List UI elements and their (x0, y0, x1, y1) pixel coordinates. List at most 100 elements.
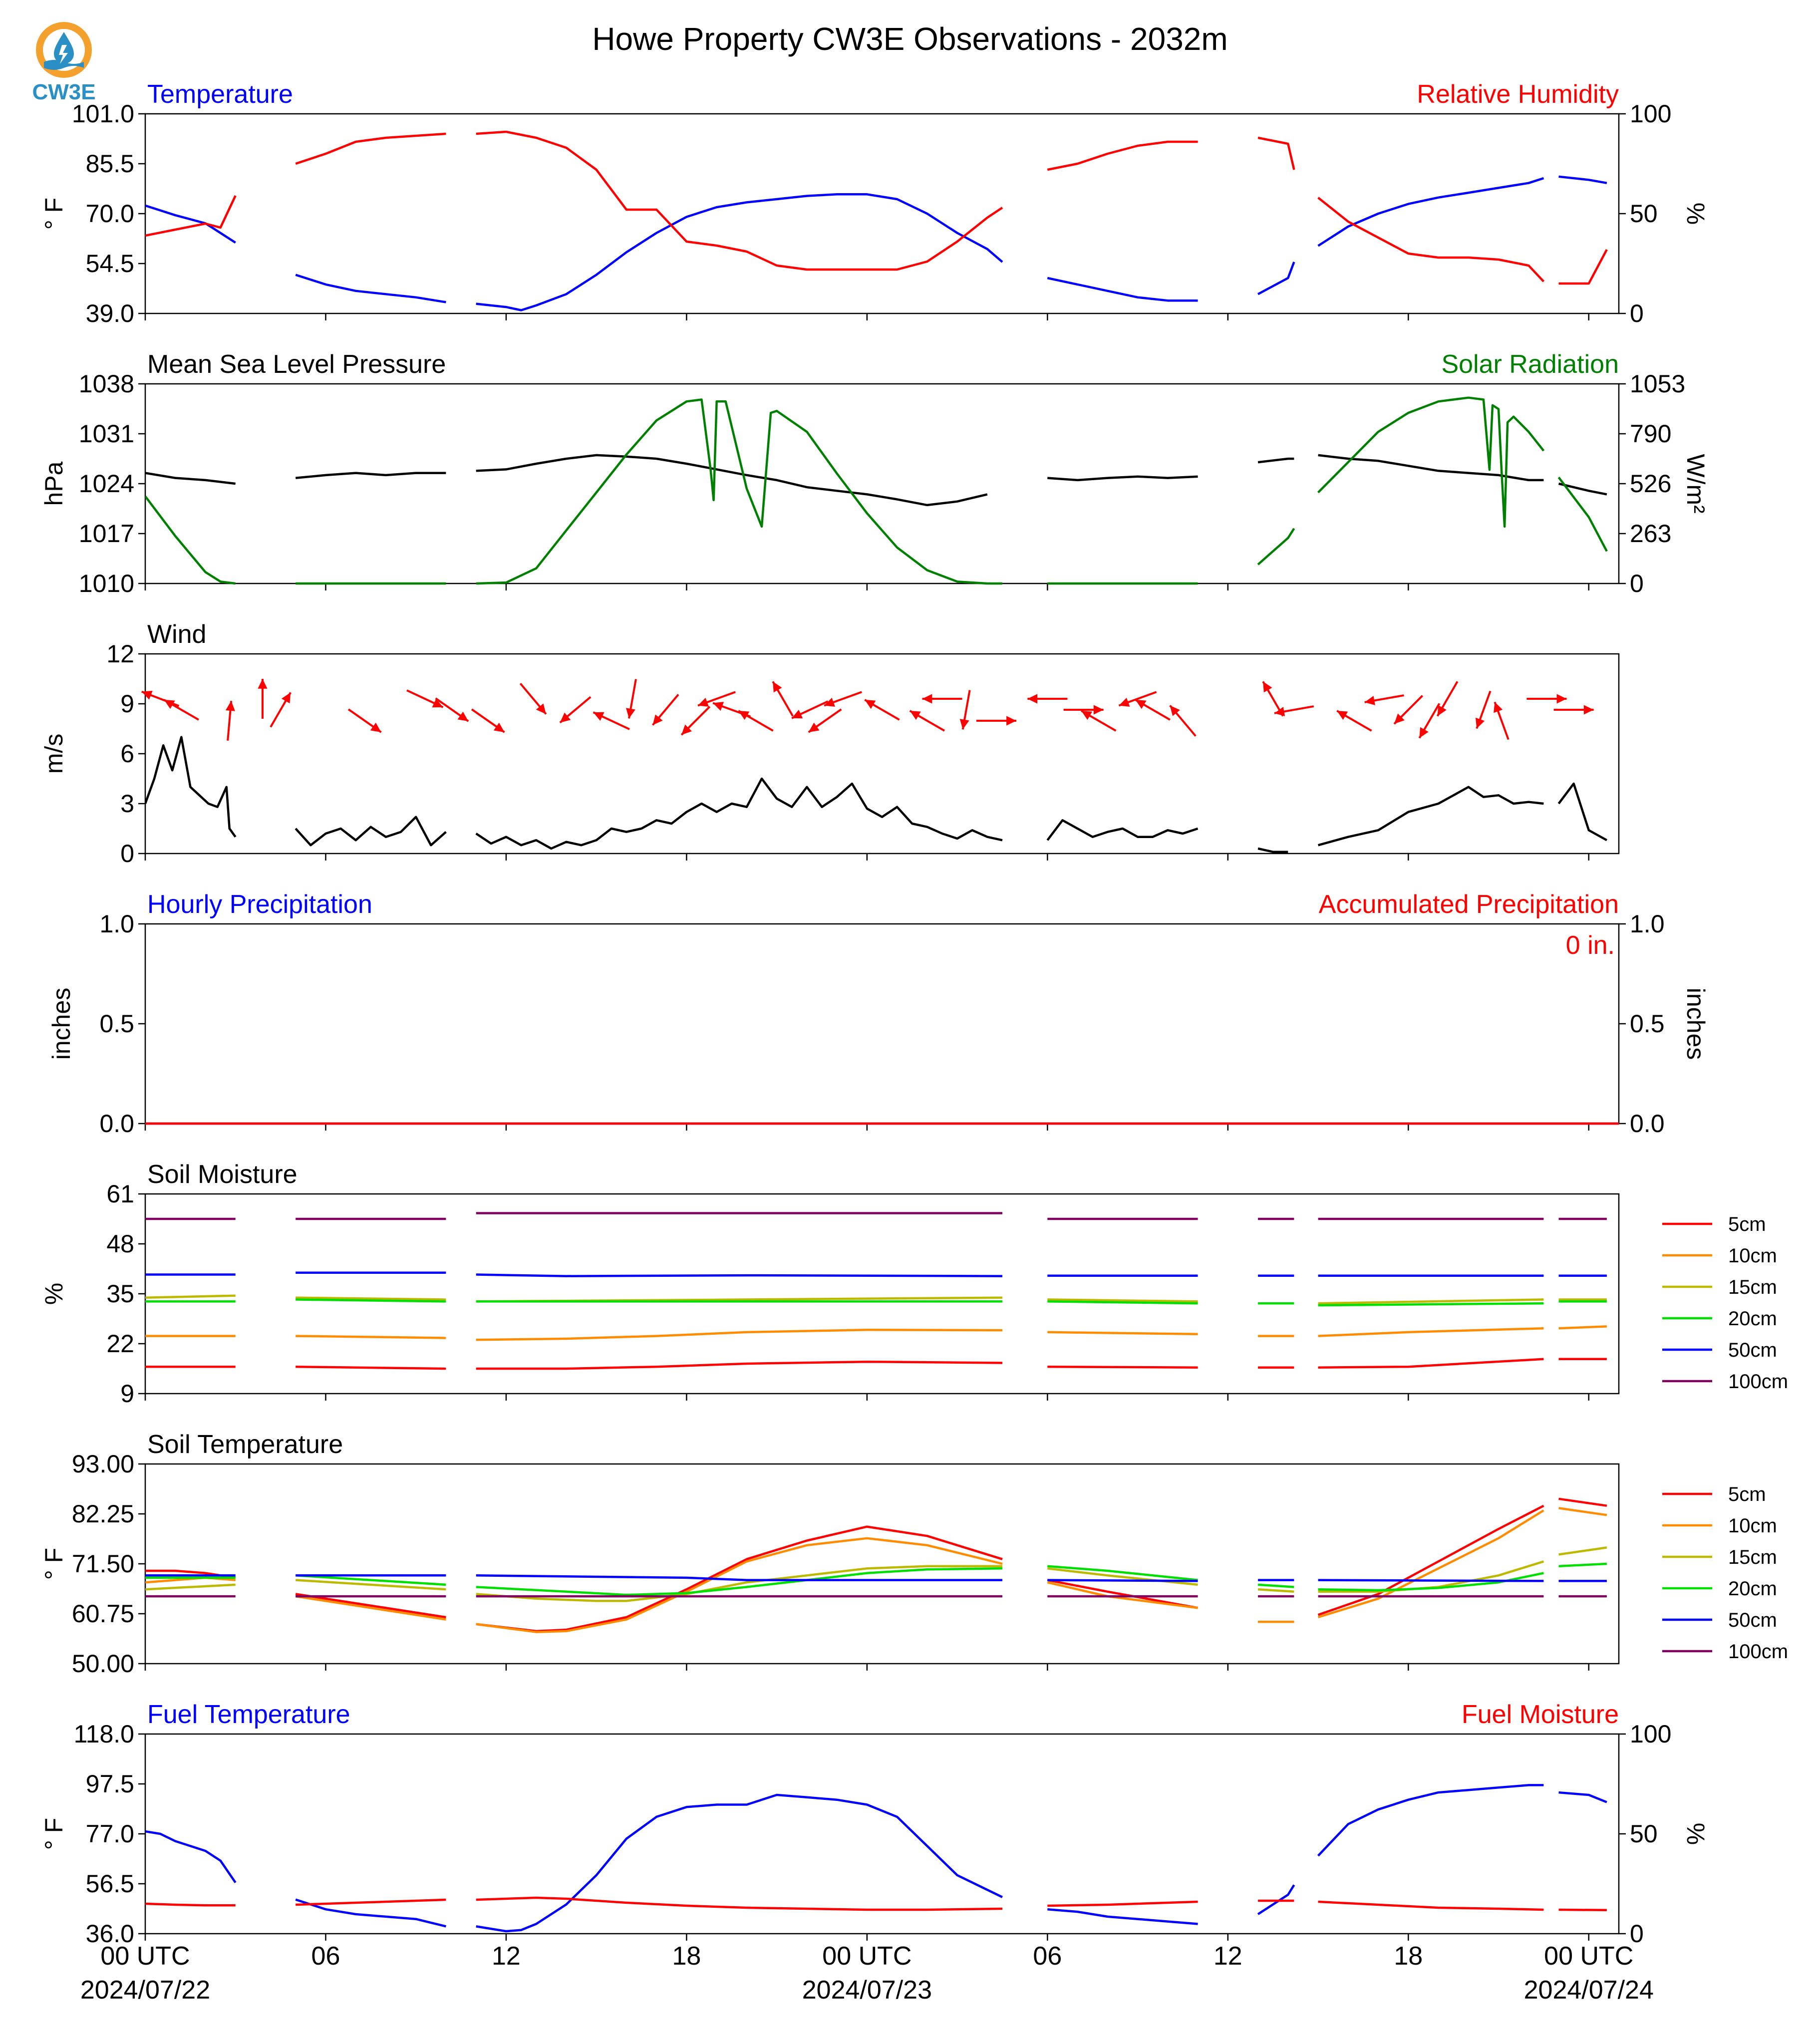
series-line-relative-humidity (295, 132, 446, 165)
series-line-solar-radiation (1557, 476, 1608, 552)
series-line-10cm (476, 1537, 1003, 1633)
series-line-20cm (1318, 1572, 1544, 1592)
y-tick-label-right: 100 (1630, 100, 1671, 128)
y-tick-label-left: 0.5 (99, 1010, 134, 1038)
series-line-20cm (1047, 1565, 1198, 1581)
wind-arrow-head (959, 719, 969, 730)
legend-item: 100cm (1662, 1641, 1788, 1663)
wind-arrow (864, 699, 900, 721)
series-line-50cm (1047, 1579, 1198, 1582)
series-line-15cm (1558, 1546, 1607, 1556)
wind-arrow (1553, 705, 1594, 715)
legend-label: 15cm (1728, 1276, 1777, 1298)
wind-arrow-head (1006, 716, 1016, 726)
y-tick-label-left: 1.0 (99, 910, 134, 938)
legend-item: 15cm (1662, 1276, 1777, 1298)
y-tick-label-left: 9 (120, 1380, 134, 1408)
legend-label: 5cm (1728, 1483, 1766, 1505)
series-line-20cm (1047, 1300, 1198, 1305)
y-tick-label-left: 77.0 (86, 1820, 134, 1848)
series-line-50cm (1318, 1579, 1544, 1582)
y-axis-label-left: ° F (40, 198, 68, 230)
wind-arrow (1436, 681, 1459, 717)
wind-arrow (1169, 705, 1197, 737)
y-tick-label-left: 70.0 (86, 200, 134, 228)
wind-arrow (270, 692, 292, 728)
series-line-fuel-temperature (1558, 1791, 1607, 1803)
series-line-mean-sea-level-pressure (145, 472, 236, 485)
y-axis-label-left: m/s (40, 734, 68, 774)
series-line-10cm (1558, 1507, 1607, 1516)
wind-arrow-head (1170, 705, 1180, 716)
wind-arrow (559, 696, 592, 724)
legend-label: 20cm (1728, 1308, 1777, 1330)
wind-arrow (1063, 705, 1104, 715)
series-line-wind-speed (1046, 819, 1199, 841)
wind-arrow (909, 710, 945, 732)
y-tick-label-left: 1017 (79, 520, 134, 548)
wind-arrow-head (1337, 711, 1348, 720)
wind-arrow-head (922, 694, 932, 704)
wind-arrow-head (1119, 697, 1130, 707)
wind-arrow (680, 706, 711, 736)
y-tick-label-left: 36.0 (86, 1920, 134, 1948)
y-axis-label-right: inches (1682, 988, 1710, 1060)
wind-arrow-head (792, 709, 803, 719)
y-tick-label-right: 0.5 (1630, 1010, 1665, 1038)
series-line-20cm (1318, 1302, 1544, 1307)
wind-arrow-head (536, 703, 546, 714)
panel-title-right: Accumulated Precipitation (1319, 890, 1619, 919)
wind-arrow-head (808, 722, 820, 732)
legend-item: 5cm (1662, 1483, 1766, 1505)
y-tick-label-left: 60.75 (72, 1600, 134, 1628)
series-line-5cm (476, 1360, 1003, 1370)
y-tick-label-left: 0 (120, 840, 134, 868)
legend-item: 20cm (1662, 1578, 1777, 1600)
series-line-15cm (1047, 1298, 1198, 1303)
series-line-mean-sea-level-pressure (1558, 482, 1607, 496)
wind-arrow-head (1583, 705, 1594, 715)
legend-label: 20cm (1728, 1578, 1777, 1600)
series-layer (145, 1212, 1607, 1370)
series-line-relative-humidity (1257, 136, 1295, 170)
y-tick-label-right: 526 (1630, 470, 1671, 498)
wind-arrow (976, 716, 1016, 726)
wind-arrow (258, 679, 268, 719)
panel-title-left: Soil Moisture (147, 1160, 298, 1189)
y-tick-label-right: 790 (1630, 420, 1671, 448)
series-line-15cm (145, 1294, 236, 1299)
wind-arrow-head (457, 711, 469, 721)
series-line-wind-speed (145, 736, 237, 838)
wind-arrow-head (1364, 696, 1375, 705)
series-line-50cm (476, 1574, 1002, 1581)
panel-title-right: Fuel Moisture (1462, 1700, 1619, 1729)
y-tick-label-left: 1010 (79, 570, 134, 597)
series-line-wind-speed (1557, 782, 1607, 842)
series-line-20cm (476, 1567, 1003, 1596)
y-tick-label-right: 0 (1630, 1920, 1644, 1948)
series-line-mean-sea-level-pressure (1047, 475, 1198, 482)
series-line-relative-humidity (1047, 140, 1198, 171)
y-tick-label-left: 35 (106, 1280, 134, 1308)
wind-arrow-head (1494, 702, 1503, 713)
legend-item: 50cm (1662, 1339, 1777, 1361)
wind-arrow-head (652, 714, 663, 725)
x-tick-label: 06 (311, 1942, 340, 1971)
x-tick-label: 00 UTC (100, 1942, 190, 1971)
series-line-relative-humidity (1558, 249, 1608, 285)
series-line-mean-sea-level-pressure (476, 454, 988, 507)
series-layer (145, 736, 1607, 853)
y-tick-label-left: 56.5 (86, 1870, 134, 1898)
series-line-fuel-temperature (1257, 1884, 1295, 1915)
series-line-temperature (1257, 262, 1295, 295)
legend-label: 100cm (1728, 1641, 1788, 1663)
series-layer (145, 396, 1608, 585)
panel-title-right: Solar Radiation (1441, 350, 1619, 379)
series-line-temperature (1317, 177, 1544, 247)
series-line-5cm (1318, 1358, 1544, 1369)
series-line-fuel-moisture (1318, 1900, 1544, 1911)
series-line-temperature (295, 274, 446, 303)
legend-item: 5cm (1662, 1213, 1766, 1235)
y-tick-label-left: 12 (106, 640, 134, 668)
series-line-fuel-temperature (145, 1830, 237, 1883)
